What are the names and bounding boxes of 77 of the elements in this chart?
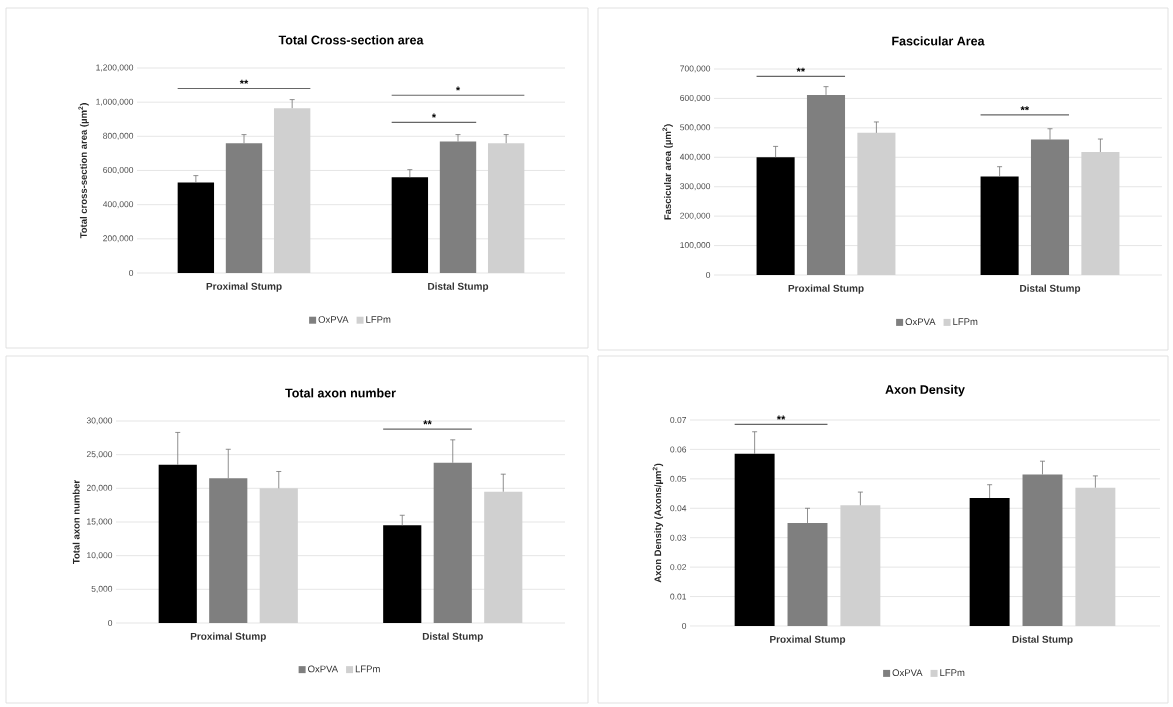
y-axis-title: Total cross-section area (µm$^{2}$) xyxy=(78,103,89,239)
y-tick-label: 0.01 xyxy=(670,593,687,600)
x-tick-label: Proximal Stump xyxy=(788,284,864,294)
legend-label: OxPVA xyxy=(892,669,923,677)
y-tick-label: 0 xyxy=(682,622,687,629)
y-tick-label: 600,000 xyxy=(103,166,134,174)
bar xyxy=(1081,151,1120,275)
y-tick-label: 0 xyxy=(108,619,113,626)
y-tick-label: 10,000 xyxy=(87,552,113,560)
legend-label: OxPVA xyxy=(318,316,349,323)
annotation: * xyxy=(455,86,461,91)
y-tick-label: 200,000 xyxy=(680,212,711,220)
annotation: * xyxy=(431,113,437,118)
x-tick-label: Proximal Stump xyxy=(206,282,282,292)
y-tick-label: 400,000 xyxy=(102,201,134,209)
bar xyxy=(383,525,422,623)
y-tick-label: 1,000,000 xyxy=(96,98,134,106)
y-tick-label: 25,000 xyxy=(86,451,113,459)
legend-label: LFPm xyxy=(355,665,380,673)
bar xyxy=(756,157,795,275)
legend-label: LFPm xyxy=(366,316,391,323)
bar xyxy=(1075,487,1116,626)
y-tick-label: 0 xyxy=(129,269,134,276)
bar xyxy=(484,491,523,623)
chart-title: Axon Density xyxy=(885,384,965,397)
y-tick-label: 400,000 xyxy=(679,153,711,161)
annotation: ** xyxy=(796,67,806,72)
x-tick-label: Proximal Stump xyxy=(190,632,266,642)
y-tick-label: 0.02 xyxy=(670,564,687,571)
bar xyxy=(391,177,429,273)
y-tick-label: 30,000 xyxy=(86,417,113,425)
bar xyxy=(734,453,775,626)
y-tick-label: 0.05 xyxy=(670,475,687,482)
bar xyxy=(840,505,881,626)
bar xyxy=(158,464,197,623)
x-tick-label: Distal Stump xyxy=(428,282,489,292)
legend-label: OxPVA xyxy=(308,665,339,673)
y-tick-label: 1,200,000 xyxy=(96,64,134,72)
bar xyxy=(969,497,1010,626)
y-tick-label: 15,000 xyxy=(87,518,113,526)
x-tick-label: Distal Stump xyxy=(1020,284,1081,294)
chart-title: Total axon number xyxy=(285,388,396,398)
legend-label: OxPVA xyxy=(905,318,936,326)
bar xyxy=(259,488,298,623)
x-tick-label: Distal Stump xyxy=(422,632,483,642)
x-tick-label: Distal Stump xyxy=(1012,635,1073,645)
y-tick-label: 0 xyxy=(706,271,711,278)
legend-label: LFPm xyxy=(953,318,978,325)
chart-title: Fascicular Area xyxy=(892,36,985,46)
y-axis-title: Fascicular area (µm$^{2}$) xyxy=(662,124,673,220)
y-tick-label: 300,000 xyxy=(680,183,711,191)
y-tick-label: 0.03 xyxy=(670,534,687,541)
chart-title: Total Cross-section area xyxy=(278,35,424,45)
bar xyxy=(857,132,896,275)
y-tick-label: 200,000 xyxy=(103,235,134,243)
bar xyxy=(273,108,311,273)
bar xyxy=(487,143,525,273)
y-axis-title: Total axon number xyxy=(72,479,80,565)
y-tick-label: 500,000 xyxy=(680,124,711,132)
y-tick-label: 600,000 xyxy=(680,94,711,102)
legend-label: LFPm xyxy=(940,669,965,676)
y-tick-label: 20,000 xyxy=(86,484,113,492)
bar xyxy=(980,176,1019,275)
y-tick-label: 0.07 xyxy=(670,416,687,423)
y-tick-label: 700,000 xyxy=(680,65,711,73)
text: ** xyxy=(776,415,786,420)
y-tick-label: 0.04 xyxy=(670,505,687,512)
y-tick-label: 100,000 xyxy=(680,242,711,250)
y-tick-label: 5,000 xyxy=(91,585,113,593)
annotation: ** xyxy=(1020,106,1030,111)
bar xyxy=(177,182,215,273)
annotation: ** xyxy=(239,79,249,84)
x-tick-label: Proximal Stump xyxy=(770,635,846,645)
y-tick-label: 0.06 xyxy=(670,446,687,453)
y-tick-label: 800,000 xyxy=(103,132,134,140)
y-axis-title: Axon Density (Axons/µm$^{2}$) xyxy=(652,463,664,583)
annotation: ** xyxy=(423,420,432,425)
